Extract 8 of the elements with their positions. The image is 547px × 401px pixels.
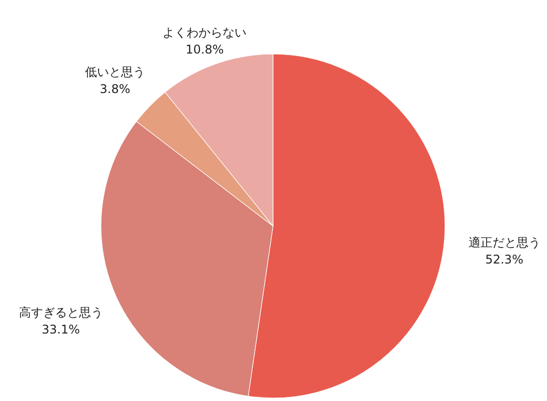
data-label: 33.1% bbox=[42, 322, 80, 336]
slice-label: 高すぎると思う bbox=[18, 305, 103, 320]
data-label: 10.8% bbox=[186, 42, 224, 56]
slice-label: よくわからない bbox=[162, 25, 247, 40]
slice-label: 低いと思う bbox=[85, 64, 146, 79]
data-label: 52.3% bbox=[485, 252, 524, 267]
slice-label: 適正だと思う bbox=[468, 236, 540, 250]
data-label: 3.8% bbox=[100, 82, 130, 96]
